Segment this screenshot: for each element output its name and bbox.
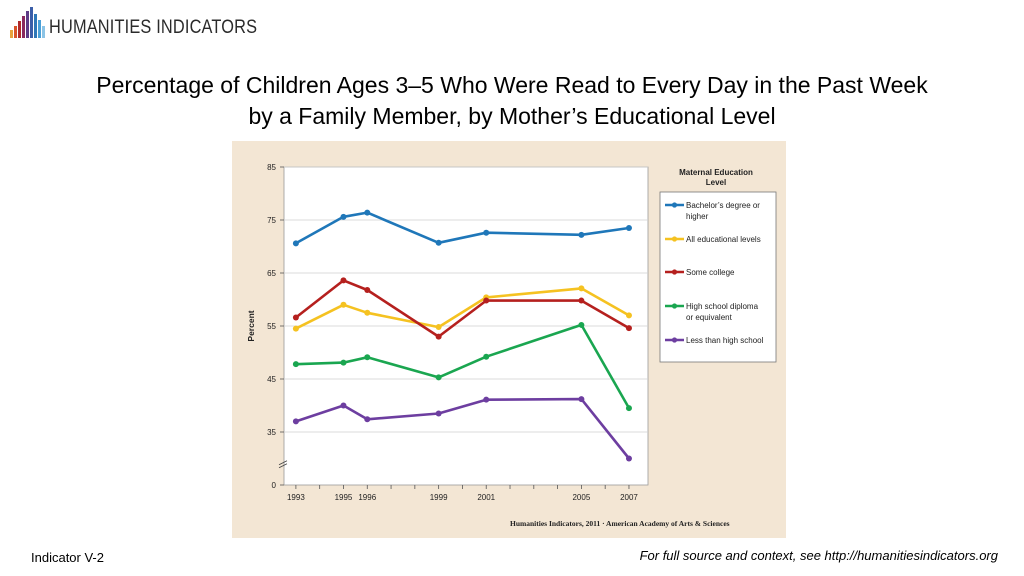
data-point — [364, 309, 371, 316]
x-tick-label: 1995 — [335, 493, 353, 502]
x-tick-label: 1999 — [430, 493, 448, 502]
data-point — [483, 396, 490, 403]
y-tick-label: 65 — [267, 269, 276, 278]
data-point — [292, 361, 299, 368]
data-point — [578, 285, 585, 292]
slide-title-line-2: by a Family Member, by Mother’s Educatio… — [248, 103, 776, 129]
line-chart: 0 35 45 55 65 75 85 1993 1995 1996 1999 2001 2005 200… — [232, 141, 786, 538]
logo-bar — [14, 26, 17, 38]
data-point — [364, 354, 371, 361]
legend-marker — [671, 303, 678, 309]
legend-label: High school diploma or equivalent — [686, 302, 759, 322]
data-point — [364, 209, 371, 216]
legend-label: Less than high school — [686, 336, 764, 345]
legend-marker — [671, 337, 678, 343]
data-point — [625, 405, 632, 412]
y-axis-label: Percent — [246, 310, 256, 341]
logo-bar — [38, 20, 41, 38]
y-tick-label: 75 — [267, 216, 276, 225]
data-point — [578, 231, 585, 238]
data-point — [364, 416, 371, 423]
data-point — [435, 374, 442, 381]
slide-title-line-1: Percentage of Children Ages 3–5 Who Were… — [96, 72, 928, 98]
x-tick-label: 2005 — [572, 493, 590, 502]
data-point — [578, 321, 585, 328]
data-point — [483, 297, 490, 304]
data-point — [292, 240, 299, 247]
data-point — [483, 229, 490, 236]
y-tick-label: 35 — [267, 428, 276, 437]
logo-bar — [34, 14, 37, 38]
data-point — [625, 325, 632, 332]
slide-title: Percentage of Children Ages 3–5 Who Were… — [20, 70, 1004, 132]
logo-bar — [26, 11, 29, 38]
data-point — [292, 325, 299, 332]
chart-credit: Humanities Indicators, 2011 · American A… — [510, 519, 730, 528]
data-point — [435, 410, 442, 417]
axis-break-mark — [278, 460, 288, 466]
data-point — [435, 333, 442, 340]
data-point — [578, 297, 585, 304]
data-point — [340, 301, 347, 308]
logo-bars-icon — [10, 7, 45, 38]
data-point — [340, 277, 347, 284]
data-point — [483, 353, 490, 360]
data-point — [435, 324, 442, 331]
logo-bar — [10, 30, 13, 38]
legend-title: Level — [706, 178, 726, 187]
legend-marker — [671, 269, 678, 275]
legend-label: Bachelor’s degree or higher — [686, 201, 760, 221]
brand-name: HUMANITIES INDICATORS — [49, 17, 258, 38]
x-tick-label: 1996 — [358, 493, 376, 502]
y-tick-label: 85 — [267, 163, 276, 172]
axis-break-mark — [278, 463, 288, 469]
data-point — [364, 286, 371, 293]
source-note: For full source and context, see http://… — [639, 548, 998, 563]
legend-box — [659, 191, 777, 363]
legend-marker — [671, 202, 678, 208]
y-tick-label: 0 — [272, 481, 277, 490]
data-point — [292, 418, 299, 425]
x-tick-label: 2007 — [620, 493, 638, 502]
legend-label: All educational levels — [686, 235, 761, 244]
data-point — [578, 396, 585, 403]
logo-bar — [18, 21, 21, 38]
legend-label: Some college — [686, 268, 735, 277]
indicator-label: Indicator V-2 — [31, 550, 104, 565]
data-point — [625, 312, 632, 319]
brand-logo: HUMANITIES INDICATORS — [10, 6, 291, 38]
x-tick-label: 1993 — [287, 493, 305, 502]
data-point — [340, 402, 347, 409]
data-point — [340, 359, 347, 366]
legend-marker — [671, 236, 678, 242]
logo-bar — [22, 16, 25, 38]
y-tick-label: 45 — [267, 375, 276, 384]
data-point — [340, 213, 347, 220]
data-point — [292, 314, 299, 321]
logo-bar — [42, 26, 45, 38]
y-tick-label: 55 — [267, 322, 276, 331]
logo-bar — [30, 7, 33, 38]
x-tick-label: 2001 — [477, 493, 495, 502]
data-point — [625, 224, 632, 231]
data-point — [625, 455, 632, 462]
legend-title: Maternal Education — [679, 168, 753, 177]
data-point — [435, 239, 442, 246]
